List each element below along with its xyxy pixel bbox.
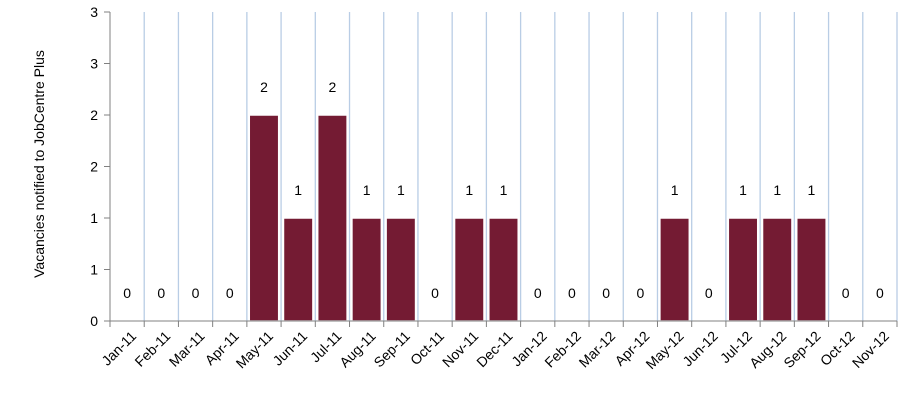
data-label: 0	[226, 285, 234, 301]
data-label: 1	[773, 182, 781, 198]
axes	[104, 11, 898, 327]
bar	[659, 217, 691, 322]
data-label: 0	[876, 285, 884, 301]
data-labels: 0 0 0 0 2 1 2 1 1 0 1 1 0 0 0 0 1 0 1 1 1 0 0	[123, 79, 884, 301]
y-tick-label: 1	[90, 210, 98, 226]
data-label: 0	[157, 285, 165, 301]
x-tick-label: Nov-11	[439, 328, 482, 371]
bar	[761, 217, 793, 322]
data-label: 0	[842, 285, 850, 301]
data-label: 1	[465, 182, 473, 198]
grid-lines	[143, 12, 898, 321]
y-tick-label: 2	[90, 107, 98, 123]
data-label: 0	[705, 285, 713, 301]
x-tick-label: May-12	[642, 328, 686, 372]
x-tick-label: Sep-12	[780, 328, 823, 371]
data-label: 2	[329, 79, 337, 95]
y-tick-label: 0	[90, 313, 98, 329]
bar	[488, 217, 519, 322]
x-tick-label: Mar-12	[576, 328, 619, 371]
x-axis-tick-labels: Jan-11Feb-11Mar-11Apr-11May-11Jun-11Jul-…	[98, 328, 892, 372]
data-label: 1	[808, 182, 816, 198]
bar	[351, 217, 383, 322]
x-tick-label: Jan-11	[98, 328, 139, 369]
data-label: 0	[192, 285, 200, 301]
bar	[727, 217, 759, 322]
x-tick-label: Mar-11	[166, 328, 208, 370]
x-tick-label: Aug-12	[746, 328, 789, 371]
data-label: 0	[602, 285, 610, 301]
data-label: 0	[636, 285, 644, 301]
bars	[248, 114, 827, 322]
x-tick-label: Dec-11	[473, 328, 516, 371]
x-tick-label: Aug-11	[336, 328, 379, 371]
bar	[248, 114, 280, 322]
x-tick-label: Sep-11	[370, 328, 413, 371]
y-tick-label: 3	[90, 56, 98, 72]
x-tick-label: Feb-11	[131, 328, 173, 370]
bar	[385, 217, 417, 322]
y-tick-label: 2	[90, 159, 98, 175]
y-axis-title: Vacancies notified to JobCentre Plus	[31, 50, 47, 278]
data-label: 1	[671, 182, 679, 198]
x-tick-label: Feb-12	[541, 328, 584, 371]
data-label: 2	[260, 79, 268, 95]
x-tick-label: May-11	[233, 328, 277, 372]
y-axis-tick-labels: 0 1 1 2 2 3 3	[90, 4, 98, 329]
x-tick-label: Jan-12	[508, 328, 550, 370]
bar	[316, 114, 348, 322]
data-label: 0	[568, 285, 576, 301]
data-label: 0	[123, 285, 131, 301]
data-label: 1	[739, 182, 747, 198]
bar	[453, 217, 485, 322]
data-label: 0	[534, 285, 542, 301]
x-tick-label: Nov-12	[849, 328, 892, 371]
bar	[795, 217, 827, 322]
data-label: 1	[500, 182, 508, 198]
bar	[282, 217, 314, 322]
x-tick-label: Jun-11	[269, 328, 310, 369]
data-label: 1	[397, 182, 405, 198]
data-label: 1	[363, 182, 371, 198]
x-tick-label: Jun-12	[679, 328, 721, 370]
y-tick-label: 3	[90, 4, 98, 20]
data-label: 0	[431, 285, 439, 301]
data-label: 1	[294, 182, 302, 198]
y-tick-label: 1	[90, 262, 98, 278]
